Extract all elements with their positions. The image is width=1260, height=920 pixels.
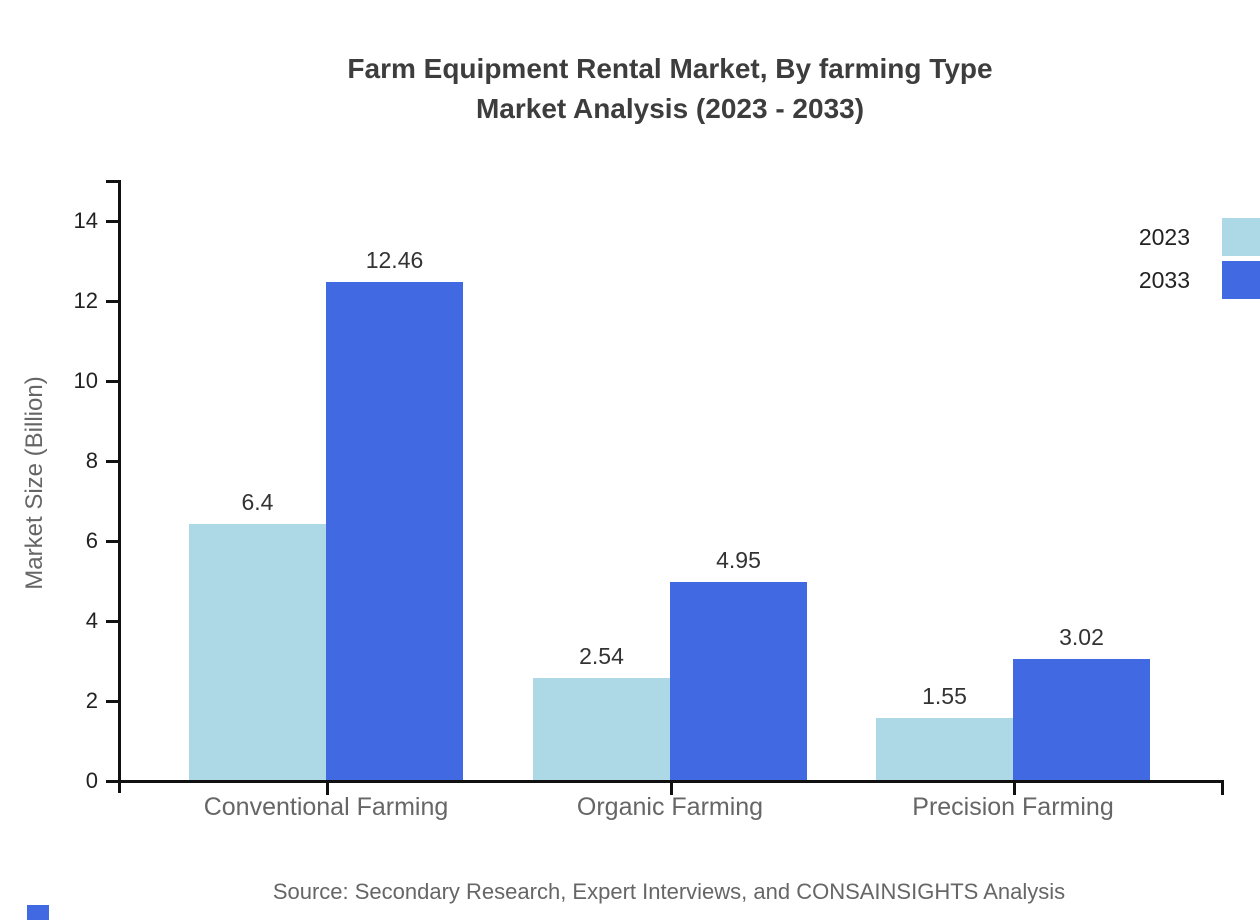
x-category-label: Precision Farming	[912, 793, 1114, 821]
bar-2033-1	[670, 582, 807, 780]
legend-label-2023: 2023	[1138, 224, 1190, 250]
y-axis-title: Market Size (Billion)	[21, 376, 48, 590]
y-tick	[106, 220, 121, 223]
bar-value-label: 12.46	[365, 247, 424, 273]
bar-2033-2	[1013, 659, 1150, 780]
chart-title: Farm Equipment Rental Market, By farming…	[70, 49, 1260, 129]
y-axis-endcap-tick	[106, 180, 121, 183]
y-tick	[106, 620, 121, 623]
x-axis-line	[106, 780, 1224, 783]
y-tick-label: 6	[85, 528, 98, 553]
y-tick-label: 8	[85, 448, 98, 473]
bar-value-label: 4.95	[716, 547, 761, 573]
y-tick-label: 2	[85, 688, 98, 713]
x-tick	[670, 780, 673, 795]
y-tick-label: 4	[85, 608, 98, 633]
bar-value-label: 1.55	[922, 683, 967, 709]
y-tick-label: 0	[85, 768, 98, 793]
y-axis-spine	[118, 180, 121, 793]
y-tick-label: 12	[73, 288, 98, 313]
y-tick	[106, 540, 121, 543]
legend-label-2033: 2033	[1138, 267, 1190, 293]
y-tick-label: 14	[73, 208, 98, 233]
chart-title-line1: Farm Equipment Rental Market, By farming…	[347, 53, 993, 84]
y-tick	[106, 780, 121, 783]
x-category-label: Organic Farming	[576, 793, 764, 821]
bar-2033-0	[326, 282, 463, 780]
bar-2023-1	[533, 678, 670, 780]
y-tick	[106, 380, 121, 383]
y-tick-label: 10	[73, 368, 98, 393]
bar-value-label: 6.4	[241, 489, 274, 515]
x-tick	[1013, 780, 1016, 795]
x-tick	[1221, 780, 1224, 795]
source-attribution: Source: Secondary Research, Expert Inter…	[272, 879, 1066, 904]
y-tick	[106, 700, 121, 703]
logo-watermark	[27, 905, 49, 920]
legend-swatch-2023	[1222, 218, 1260, 256]
bar-2023-2	[876, 718, 1013, 780]
x-category-label: Conventional Farming	[203, 793, 449, 821]
chart-title-line2: Market Analysis (2023 - 2033)	[475, 93, 865, 124]
legend-swatch-2033	[1222, 261, 1260, 299]
y-tick	[106, 460, 121, 463]
bar-value-label: 3.02	[1059, 624, 1104, 650]
y-tick	[106, 300, 121, 303]
bar-value-label: 2.54	[579, 643, 624, 669]
bar-2023-0	[189, 524, 326, 780]
x-tick	[326, 780, 329, 795]
